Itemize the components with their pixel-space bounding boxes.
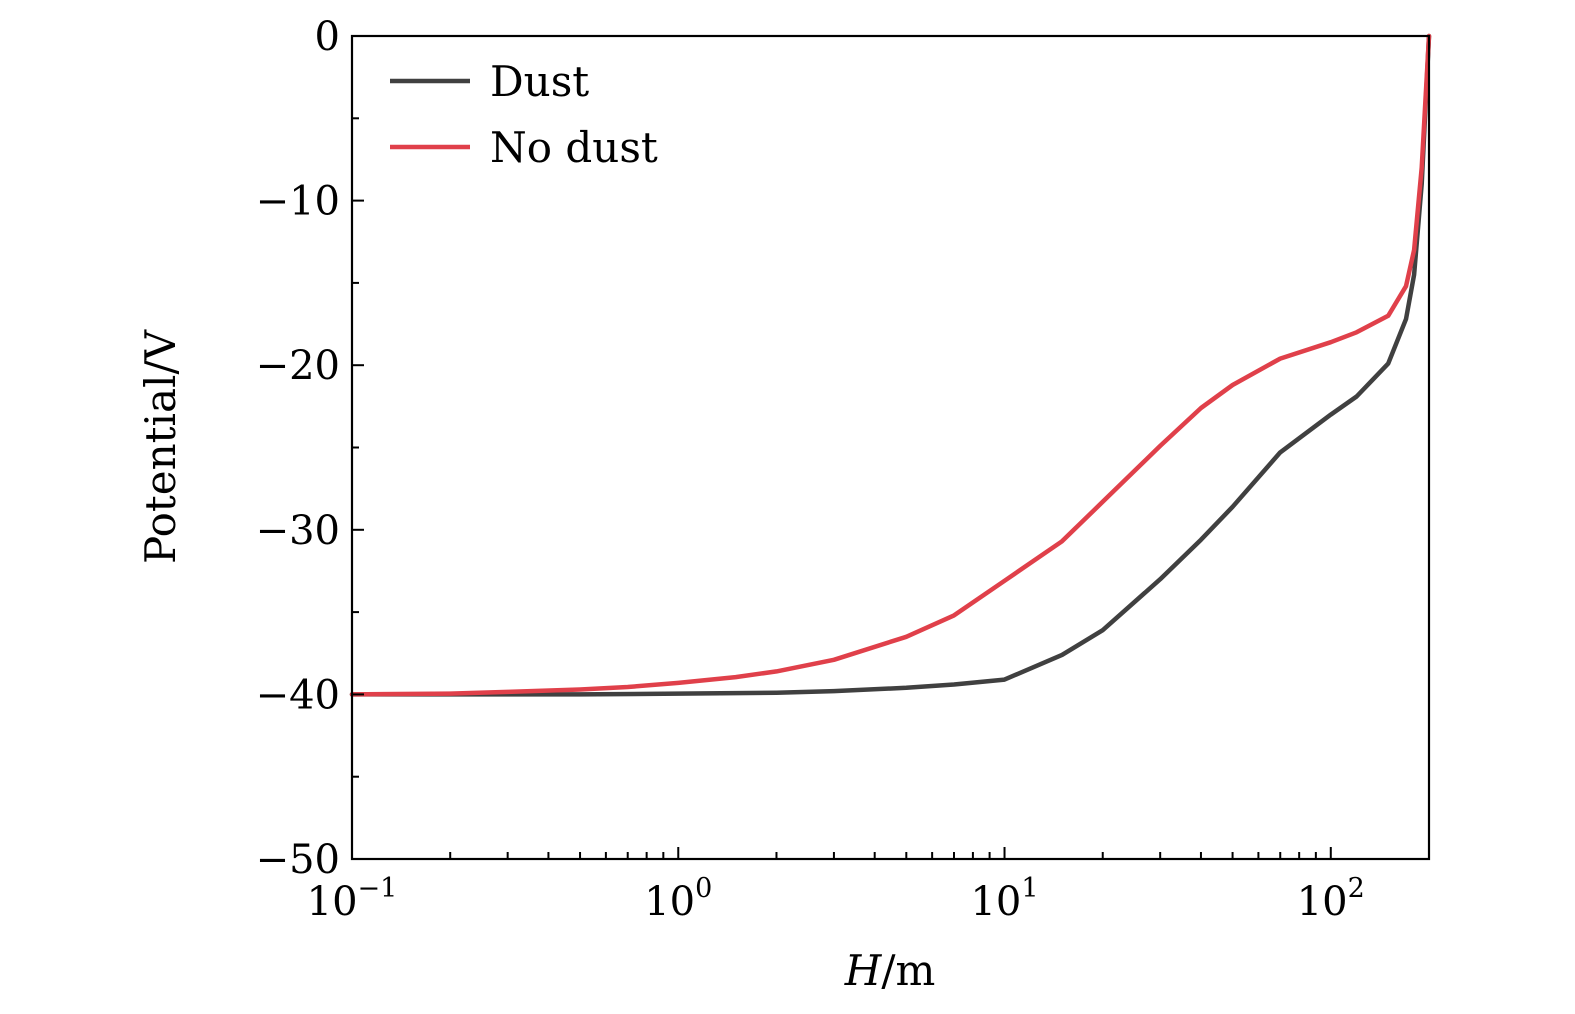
x-tick-label: 100 [644,873,712,925]
y-tick-label: −50 [256,837,340,883]
y-tick-label: −30 [256,508,340,554]
x-axis-title: H/m [844,946,936,995]
x-tick-base: 10 [307,879,358,925]
series-layer [349,33,1432,697]
series-line-no-dust [349,33,1432,697]
x-axis-title-variable: H [844,946,883,995]
x-tick-base: 10 [970,879,1021,925]
plot-frame [350,34,1431,861]
y-tick-label: −40 [256,672,340,718]
x-tick-base: 10 [644,879,695,925]
x-tick-exponent: 2 [1348,873,1365,904]
legend-label-dust: Dust [490,57,589,106]
legend-entry-dust: Dust [390,57,589,106]
x-axis-title-unit: /m [881,946,935,995]
y-tick-label: −10 [256,179,340,225]
series-line-dust [349,33,1432,697]
x-tick-base: 10 [1297,879,1348,925]
legend-entry-no-dust: No dust [390,123,658,172]
y-tick-label: −20 [256,343,340,389]
y-axis-title: Potential/V [136,329,185,564]
x-tick-exponent: 0 [695,873,712,904]
x-tick-label: 102 [1297,873,1365,925]
legend-label-no-dust: No dust [490,123,658,172]
y-tick-label: 0 [315,14,340,60]
x-tick-exponent: −1 [358,873,398,904]
x-tick-label: 10−1 [307,873,398,925]
x-tick-label: 101 [970,873,1038,925]
x-tick-exponent: 1 [1021,873,1038,904]
legend: Dust No dust [390,57,658,172]
